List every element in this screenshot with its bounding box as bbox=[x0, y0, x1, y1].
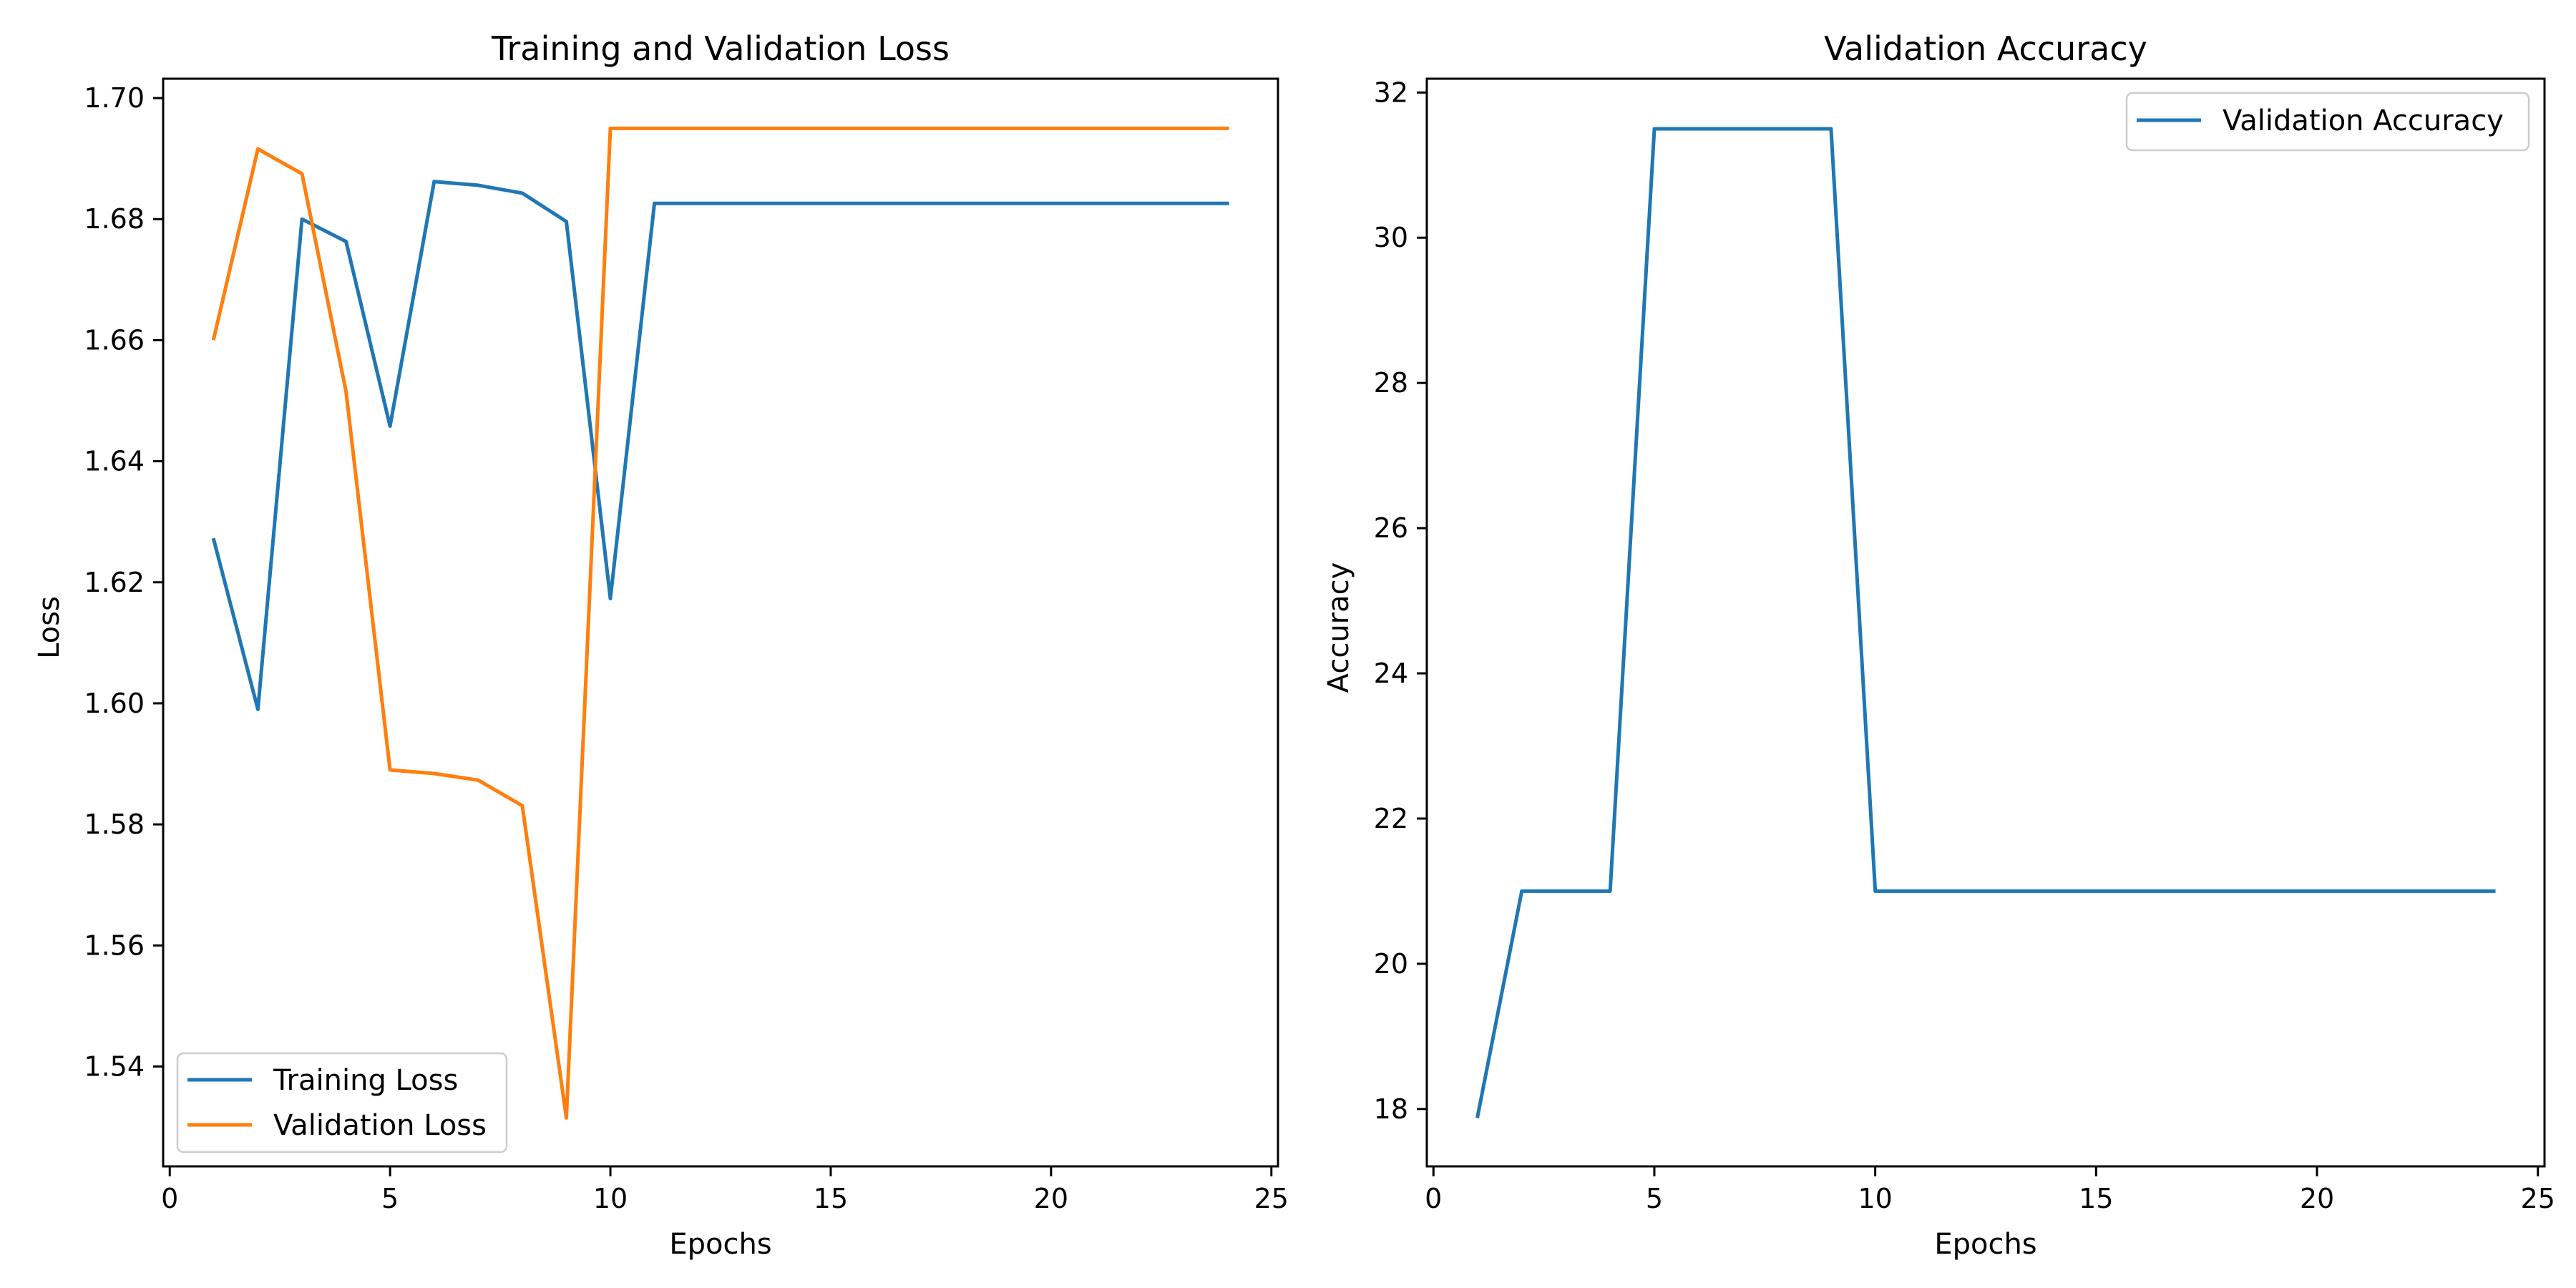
loss-ytick-label: 1.68 bbox=[84, 203, 145, 235]
loss-chart-frame bbox=[162, 77, 1279, 1168]
loss-xtick-label: 25 bbox=[1254, 1183, 1289, 1214]
loss-ytick-label: 1.70 bbox=[84, 82, 145, 114]
accuracy-xtick-label: 20 bbox=[2300, 1183, 2334, 1214]
loss-legend-box bbox=[176, 1052, 508, 1153]
accuracy-xtick-label: 0 bbox=[1425, 1183, 1442, 1214]
loss-chart-legend: Training Loss Validation Loss bbox=[176, 1052, 508, 1153]
loss-ytick-label: 1.62 bbox=[84, 567, 145, 598]
loss-xtick-label: 15 bbox=[814, 1183, 848, 1214]
accuracy-chart-lines bbox=[1475, 127, 2496, 1118]
accuracy-ytick-label: 22 bbox=[1374, 803, 1408, 834]
accuracy-ytick-label: 18 bbox=[1374, 1093, 1408, 1125]
accuracy-xtick-label: 15 bbox=[2079, 1183, 2113, 1214]
loss-legend-label-1: Validation Loss bbox=[273, 1109, 487, 1142]
loss-series-line-0 bbox=[211, 180, 1229, 711]
loss-ytick-label: 1.58 bbox=[84, 809, 145, 840]
accuracy-xtick-label: 5 bbox=[1646, 1183, 1663, 1214]
accuracy-legend-label-0: Validation Accuracy bbox=[2223, 104, 2504, 137]
accuracy-chart-xlabel: Epochs bbox=[1934, 1228, 2036, 1261]
loss-xtick-label: 5 bbox=[381, 1183, 399, 1214]
loss-chart-ylabel: Loss bbox=[33, 596, 66, 659]
accuracy-xtick-label: 10 bbox=[1858, 1183, 1892, 1214]
loss-ytick-label: 1.66 bbox=[84, 324, 145, 356]
accuracy-ytick-label: 32 bbox=[1374, 77, 1408, 108]
loss-xtick-label: 10 bbox=[593, 1183, 628, 1214]
loss-chart-title: Training and Validation Loss bbox=[491, 29, 950, 68]
accuracy-ytick-label: 28 bbox=[1374, 367, 1408, 399]
accuracy-ytick-label: 30 bbox=[1374, 222, 1408, 253]
accuracy-chart-ticks: 0 5 10 15 20 25 18 20 22 24 26 28 30 32 bbox=[1374, 77, 2555, 1214]
loss-ytick-label: 1.64 bbox=[84, 446, 145, 477]
accuracy-legend-box bbox=[2125, 92, 2530, 152]
accuracy-ytick-label: 20 bbox=[1374, 948, 1408, 980]
accuracy-chart-ylabel: Accuracy bbox=[1322, 562, 1355, 693]
loss-chart-lines bbox=[211, 126, 1229, 1120]
loss-chart-xlabel: Epochs bbox=[669, 1228, 771, 1261]
accuracy-chart-legend: Validation Accuracy bbox=[2125, 92, 2530, 152]
loss-ytick-label: 1.54 bbox=[84, 1050, 145, 1082]
accuracy-chart-title: Validation Accuracy bbox=[1824, 29, 2147, 68]
loss-xtick-label: 0 bbox=[161, 1183, 178, 1214]
loss-ytick-label: 1.56 bbox=[84, 930, 145, 961]
accuracy-ytick-label: 24 bbox=[1374, 658, 1408, 689]
loss-legend-label-0: Training Loss bbox=[273, 1064, 458, 1097]
loss-ytick-label: 1.60 bbox=[84, 688, 145, 719]
loss-series-line-1 bbox=[211, 126, 1229, 1120]
accuracy-series-line-0 bbox=[1475, 127, 2496, 1118]
accuracy-chart-frame bbox=[1425, 77, 2546, 1168]
accuracy-chart: Validation Accuracy Epochs Accuracy 0 5 10… bbox=[1322, 29, 2555, 1261]
accuracy-xtick-label: 25 bbox=[2521, 1183, 2555, 1214]
loss-xtick-label: 20 bbox=[1034, 1183, 1068, 1214]
accuracy-ytick-label: 26 bbox=[1374, 512, 1408, 544]
loss-chart-ticks: 0 5 10 15 20 25 1.54 1.56 1.58 1.60 1.62 1.64 1.66 1.… bbox=[84, 82, 1289, 1214]
loss-chart: Training and Validation Loss Epochs Loss… bbox=[33, 29, 1289, 1261]
